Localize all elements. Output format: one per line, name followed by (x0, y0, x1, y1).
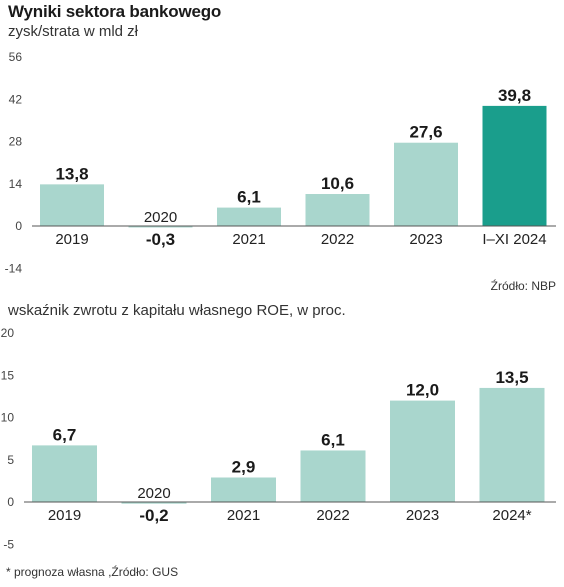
chart2-category-label: 2022 (316, 507, 349, 524)
chart2-ytick: 15 (1, 368, 15, 382)
chart1-category-label: 2020 (144, 209, 177, 226)
chart1-category-label: 2021 (232, 231, 265, 248)
chart1-value-label: 27,6 (409, 123, 442, 142)
chart2-category-label: 2023 (406, 507, 439, 524)
chart1-ytick: 28 (9, 135, 23, 149)
chart-title: Wyniki sektora bankowego (8, 2, 222, 21)
chart2-ytick: 0 (7, 495, 14, 509)
chart1-value-label: -0,3 (146, 230, 175, 249)
bank-profit-chart: 56 42 28 14 0 -14 2019 13,8 2020 -0,3 2021 6,1 2022 1… (5, 50, 556, 275)
chart2-value-label: -0,2 (139, 506, 168, 525)
chart1-category-label: 2019 (55, 231, 88, 248)
chart1-value-label: 6,1 (237, 188, 261, 207)
chart1-value-label: 39,8 (498, 86, 531, 105)
chart1-bar (40, 184, 104, 226)
chart2-value-label: 6,7 (53, 425, 77, 444)
chart2-category-label: 2019 (48, 507, 81, 524)
chart2-bar (390, 400, 455, 502)
chart2-bar (300, 450, 366, 502)
chart1-ytick: -14 (5, 261, 23, 275)
chart1-category-label: 2023 (409, 231, 442, 248)
chart1-bar (482, 105, 547, 226)
chart1-value-label: 10,6 (321, 174, 354, 193)
chart2-bar (211, 477, 276, 502)
chart2-ytick: -5 (3, 537, 14, 551)
chart2-bar (32, 445, 97, 502)
chart1-bar (305, 194, 370, 226)
chart1-category-label: I–XI 2024 (482, 231, 546, 248)
chart1-ytick: 56 (9, 50, 23, 64)
chart2-ytick: 5 (7, 453, 14, 467)
chart2-value-label: 12,0 (406, 381, 439, 400)
chart2-bar (479, 387, 545, 502)
chart1-bar (394, 142, 458, 226)
chart1-bar (217, 207, 281, 226)
chart1-ytick: 0 (15, 219, 22, 233)
chart2-ytick: 10 (1, 411, 15, 425)
chart2-category-label: 2024* (492, 507, 531, 524)
chart1-value-label: 13,8 (55, 164, 88, 183)
chart2-value-label: 13,5 (495, 368, 528, 387)
chart1-subtitle: zysk/strata w mld zł (8, 23, 139, 40)
chart1-category-label: 2022 (321, 231, 354, 248)
chart1-ytick: 14 (9, 177, 23, 191)
chart1-source: Źródło: NBP (490, 279, 556, 293)
chart2-category-label: 2020 (137, 485, 170, 502)
chart2-subtitle: wskaźnik zwrotu z kapitału własnego ROE,… (8, 302, 346, 319)
chart2-category-label: 2021 (227, 507, 260, 524)
chart2-bar (121, 502, 187, 504)
chart2-value-label: 6,1 (321, 430, 345, 449)
chart2-ytick: 20 (1, 326, 15, 340)
footer-note: * prognoza własna ,Źródło: GUS (6, 565, 179, 579)
chart1-bar (128, 226, 193, 228)
chart1-ytick: 42 (9, 92, 23, 106)
chart2-value-label: 2,9 (232, 457, 256, 476)
